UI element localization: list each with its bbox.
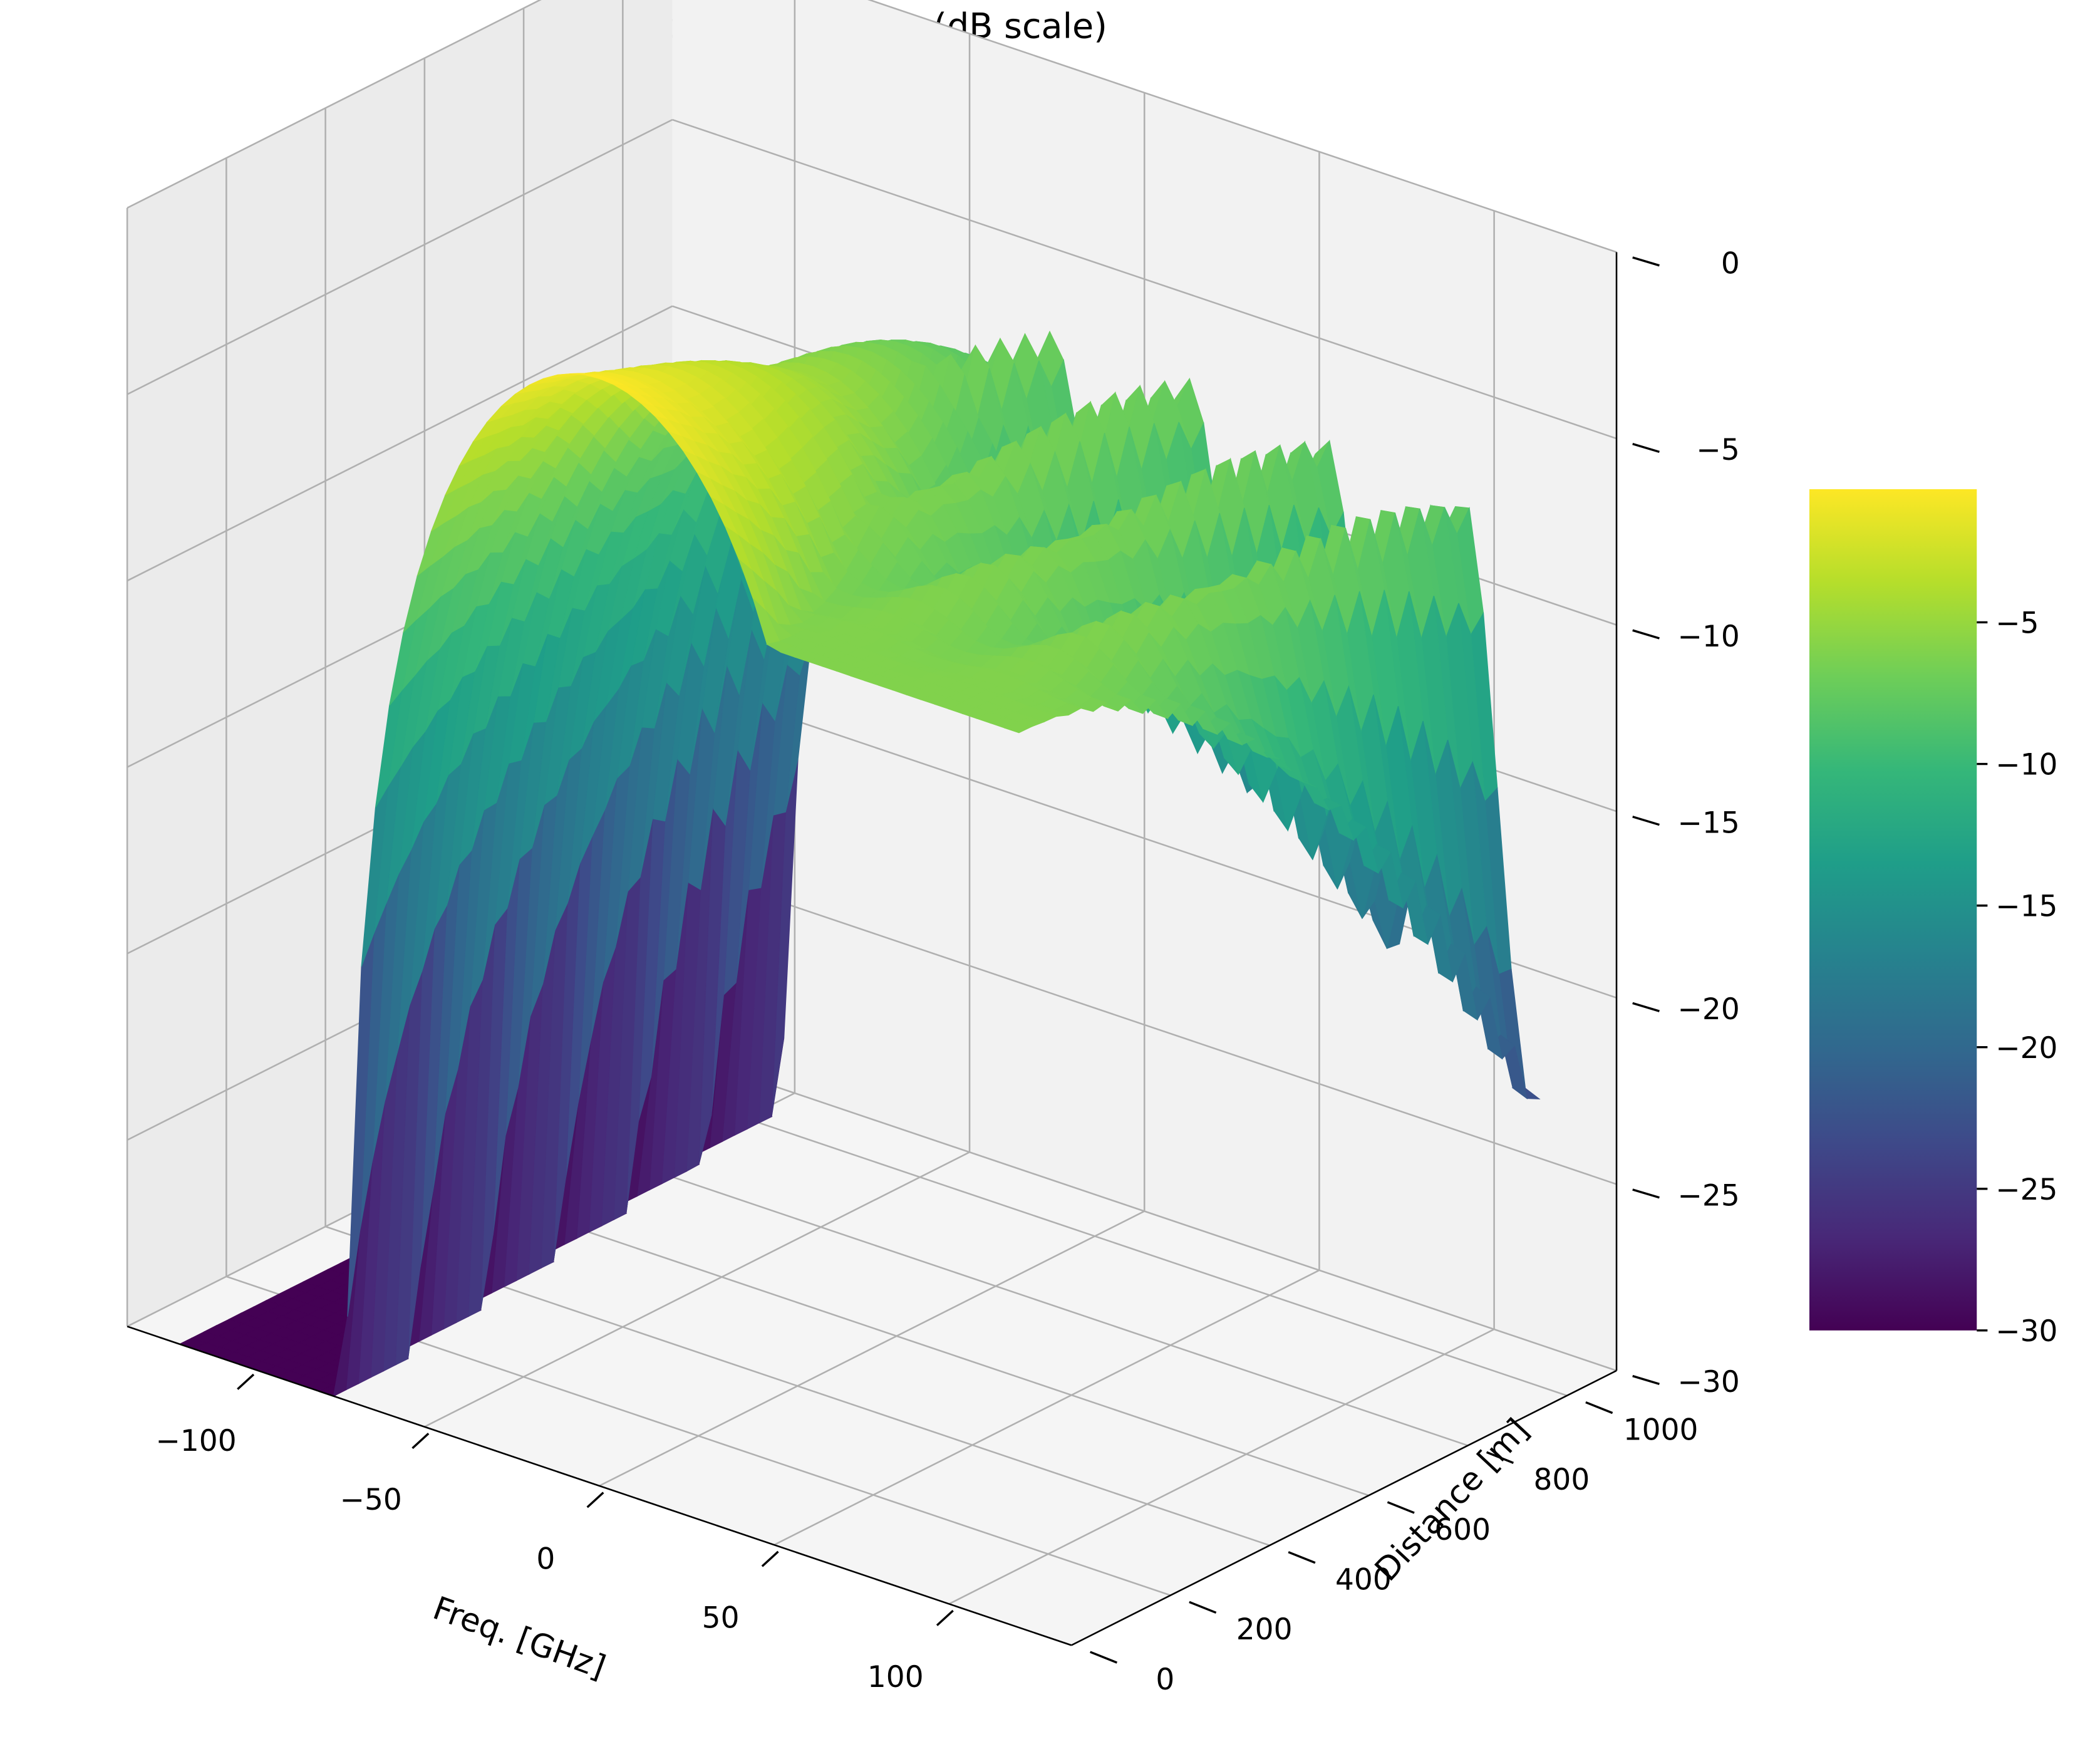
colorbar-tick-label: −30 bbox=[1995, 1314, 2057, 1349]
colorbar-tick-label: −20 bbox=[1995, 1031, 2057, 1066]
z-tick-label: 0 bbox=[1721, 247, 1740, 281]
z-tick-label: −20 bbox=[1678, 992, 1740, 1027]
colorbar: −30 −25 −20 −15 −10 −5 bbox=[1809, 489, 2057, 1349]
x-tick bbox=[761, 1550, 779, 1567]
z-tick-label: −5 bbox=[1696, 433, 1739, 467]
x-tick bbox=[237, 1373, 255, 1390]
z-tick bbox=[1632, 442, 1660, 454]
z-tick bbox=[1632, 256, 1660, 267]
grid-z-wall bbox=[672, 118, 1617, 440]
grid-y bbox=[622, 1076, 1568, 1397]
x-tick bbox=[586, 1492, 604, 1508]
y-tick-label: 0 bbox=[1156, 1663, 1174, 1697]
x-tick-label: 100 bbox=[867, 1660, 924, 1694]
grid-z bbox=[127, 305, 673, 582]
y-tick-label: 1000 bbox=[1623, 1413, 1699, 1447]
y-tick-label: 600 bbox=[1434, 1513, 1491, 1547]
colorbar-tick-label: −10 bbox=[1995, 748, 2057, 782]
y-tick-label: 400 bbox=[1335, 1563, 1392, 1597]
y-tick bbox=[1486, 1451, 1514, 1464]
axes-lines bbox=[127, 252, 1618, 1646]
y-tick bbox=[1189, 1601, 1217, 1614]
grid-z bbox=[127, 0, 542, 209]
y-tick bbox=[1585, 1401, 1613, 1414]
y-tick bbox=[1387, 1501, 1415, 1514]
z-tick bbox=[1632, 1002, 1660, 1012]
grid-y bbox=[523, 1126, 1469, 1446]
grid-z-wall bbox=[867, 0, 1617, 253]
x-tick bbox=[936, 1609, 954, 1626]
surface-facet bbox=[1003, 721, 1033, 734]
z-tick bbox=[1632, 816, 1660, 826]
grid-x bbox=[424, 1151, 970, 1428]
z-tick-label: −25 bbox=[1678, 1179, 1740, 1213]
grid-z-wall bbox=[672, 1051, 1617, 1372]
z-tick bbox=[1632, 1374, 1660, 1386]
grid-z-wall bbox=[672, 864, 1617, 1185]
y-tick bbox=[1090, 1651, 1118, 1664]
z-tick bbox=[1632, 629, 1660, 640]
y-axis-line bbox=[1071, 1369, 1617, 1646]
grid-z bbox=[127, 118, 673, 395]
y-tick bbox=[1288, 1551, 1316, 1564]
x-tick-label: 50 bbox=[702, 1601, 740, 1636]
x-tick-label: −100 bbox=[155, 1424, 236, 1458]
colorbar-tick-label: −5 bbox=[1995, 606, 2039, 641]
z-tick bbox=[1632, 1188, 1660, 1199]
z-tick-label: −10 bbox=[1678, 620, 1740, 654]
colorbar-gradient bbox=[1809, 489, 1977, 1331]
colorbar-tick-label: −15 bbox=[1995, 890, 2057, 924]
z-tick-label: −30 bbox=[1678, 1365, 1740, 1399]
z-tick-label: −15 bbox=[1678, 806, 1740, 840]
grid-x bbox=[948, 1328, 1495, 1605]
x-axis-label: Freq. [GHz] bbox=[428, 1589, 611, 1686]
x-tick-label: 0 bbox=[536, 1542, 555, 1576]
grid-x bbox=[599, 1210, 1145, 1487]
y-tick-label: 800 bbox=[1533, 1463, 1590, 1497]
x-tick bbox=[411, 1433, 430, 1450]
colorbar-tick-label: −25 bbox=[1995, 1173, 2057, 1207]
surface-plot bbox=[178, 330, 1541, 1397]
y-tick-label: 200 bbox=[1236, 1612, 1293, 1647]
x-tick-label: −50 bbox=[340, 1483, 402, 1517]
x-axis-line bbox=[127, 1326, 1072, 1646]
grid-x bbox=[773, 1269, 1320, 1546]
